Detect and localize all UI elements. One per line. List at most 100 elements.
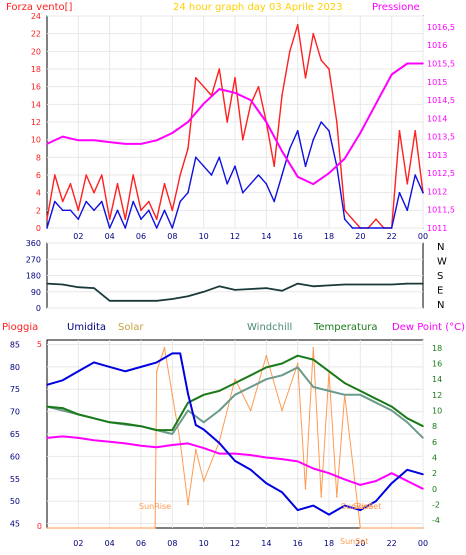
x-tick-label: 00 xyxy=(418,539,428,548)
wind-point xyxy=(148,209,150,212)
humidity-point xyxy=(108,366,111,368)
humidity-point xyxy=(195,424,197,426)
wind-point xyxy=(281,174,283,176)
gust-point xyxy=(336,121,338,123)
wind-point xyxy=(171,227,174,229)
gust-point xyxy=(77,209,80,212)
gust-point xyxy=(93,191,95,194)
gust-point xyxy=(242,138,244,141)
wind-point xyxy=(304,165,307,167)
pressure-point xyxy=(140,143,142,145)
pressure-point xyxy=(328,172,330,174)
dewpoint-point xyxy=(406,480,409,482)
x-tick-label: 06 xyxy=(136,232,146,241)
wind-point xyxy=(61,209,64,212)
solar-point xyxy=(422,527,424,529)
x-tick-label: 10 xyxy=(199,232,209,241)
temperature-point xyxy=(187,401,189,404)
windchill-point xyxy=(406,421,409,424)
wind-point xyxy=(234,165,236,167)
dewpoint-point xyxy=(343,478,346,481)
x-tick-label: 12 xyxy=(230,539,240,548)
humidity-tick-label: 60 xyxy=(10,452,20,461)
panel3-ticks: 45505560657075808505-4-20246810121416180… xyxy=(10,340,442,548)
humidity-point xyxy=(296,509,299,511)
gust-point xyxy=(406,183,409,185)
direction-point xyxy=(375,283,377,286)
dewpoint-point xyxy=(77,437,80,439)
windchill-point xyxy=(234,394,236,396)
humidity-point xyxy=(234,460,236,462)
wind-point xyxy=(242,191,244,194)
chart-title: 24 hour graph day 03 Aprile 2023 xyxy=(173,2,343,13)
wind-point xyxy=(202,165,205,167)
panel3-series xyxy=(46,347,424,529)
direction-point xyxy=(265,287,268,289)
dewpoint-point xyxy=(46,437,48,439)
solar-point xyxy=(202,480,205,482)
solar-point xyxy=(281,409,283,412)
pressure-tick-label: 1011 xyxy=(427,224,447,233)
wind-tick-label: 4 xyxy=(36,189,41,198)
temperature-point xyxy=(140,425,142,428)
humidity-point xyxy=(124,370,127,373)
gust-point xyxy=(296,24,299,26)
pressure-point xyxy=(77,139,80,142)
x-tick-label: 20 xyxy=(355,539,365,548)
wind-tick-label: 24 xyxy=(31,12,41,21)
gust-point xyxy=(257,85,260,88)
solar-point xyxy=(171,394,174,396)
wind-point xyxy=(54,200,56,203)
solar-point xyxy=(187,503,189,506)
direction-point xyxy=(171,298,174,300)
x-tick-label: 22 xyxy=(387,539,397,548)
direction-point xyxy=(312,285,315,288)
windchill-point xyxy=(171,433,174,435)
windchill-point xyxy=(359,394,362,396)
temperature-point xyxy=(155,429,158,431)
pressure-point xyxy=(171,132,174,134)
gust-point xyxy=(234,77,236,79)
temperature-tick-label: 16 xyxy=(432,360,442,369)
gust-point xyxy=(218,68,221,70)
temperature-point xyxy=(422,425,424,428)
temperature-point xyxy=(296,354,299,357)
x-tick-label: 16 xyxy=(293,232,303,241)
humidity-point xyxy=(155,361,158,364)
dewpoint-point xyxy=(296,460,299,463)
direction-tick-label: 0 xyxy=(36,304,41,313)
temperature-point xyxy=(202,394,205,396)
humidity-tick-label: 75 xyxy=(10,385,20,394)
wind-point xyxy=(69,209,72,212)
temperature-point xyxy=(343,382,346,384)
gust-point xyxy=(304,77,307,79)
wind-point xyxy=(289,147,291,150)
temperature-point xyxy=(234,382,236,384)
temperature-point xyxy=(312,358,315,361)
wind-tick-label: 6 xyxy=(36,171,41,180)
direction-tick-label: 180 xyxy=(26,272,41,281)
windchill-point xyxy=(390,409,393,412)
solar-point xyxy=(320,495,323,498)
wind-point xyxy=(163,209,166,212)
pressure-point xyxy=(61,135,64,138)
gust-point xyxy=(351,218,354,220)
direction-point xyxy=(61,283,64,286)
dewpoint-point xyxy=(202,447,205,449)
gust-point xyxy=(108,218,111,220)
humidity-point xyxy=(359,509,362,511)
wind-point xyxy=(273,200,276,203)
windchill-point xyxy=(61,409,64,412)
windchill-point xyxy=(375,401,377,404)
humidity-point xyxy=(328,513,330,516)
windchill-point xyxy=(187,409,189,412)
wind-point xyxy=(155,227,158,229)
direction-tick-label: 360 xyxy=(26,239,41,248)
wind-point xyxy=(257,174,260,176)
panel1-grid xyxy=(47,15,424,229)
solar-point xyxy=(359,527,362,529)
wind-tick-label: 16 xyxy=(31,83,41,92)
dewpoint-point xyxy=(108,441,111,443)
dewpoint-point xyxy=(312,467,315,470)
humidity-tick-label: 85 xyxy=(10,340,20,349)
